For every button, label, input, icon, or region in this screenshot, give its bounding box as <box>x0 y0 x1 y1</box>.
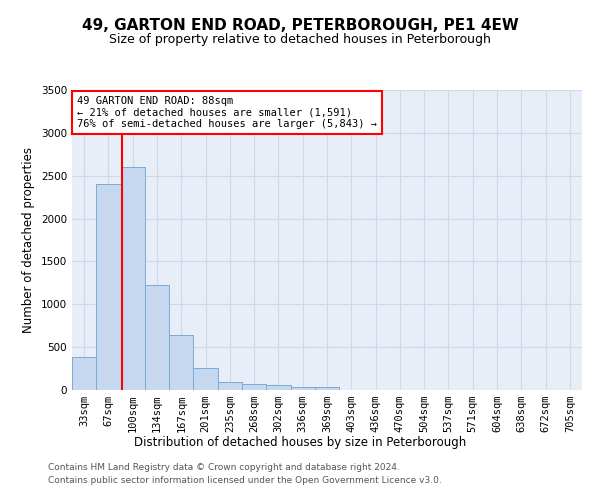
Bar <box>169 335 193 390</box>
Bar <box>218 382 242 390</box>
Text: Size of property relative to detached houses in Peterborough: Size of property relative to detached ho… <box>109 32 491 46</box>
Text: Contains HM Land Registry data © Crown copyright and database right 2024.: Contains HM Land Registry data © Crown c… <box>48 464 400 472</box>
Bar <box>193 368 218 390</box>
Bar <box>145 284 169 390</box>
Bar <box>242 384 266 390</box>
Y-axis label: Number of detached properties: Number of detached properties <box>22 147 35 333</box>
Bar <box>315 388 339 390</box>
Text: Contains public sector information licensed under the Open Government Licence v3: Contains public sector information licen… <box>48 476 442 485</box>
Bar <box>290 386 315 390</box>
Bar <box>72 356 96 390</box>
Text: Distribution of detached houses by size in Peterborough: Distribution of detached houses by size … <box>134 436 466 449</box>
Text: 49, GARTON END ROAD, PETERBOROUGH, PE1 4EW: 49, GARTON END ROAD, PETERBOROUGH, PE1 4… <box>82 18 518 32</box>
Bar <box>96 184 121 390</box>
Text: 49 GARTON END ROAD: 88sqm
← 21% of detached houses are smaller (1,591)
76% of se: 49 GARTON END ROAD: 88sqm ← 21% of detac… <box>77 96 377 129</box>
Bar <box>121 167 145 390</box>
Bar <box>266 385 290 390</box>
